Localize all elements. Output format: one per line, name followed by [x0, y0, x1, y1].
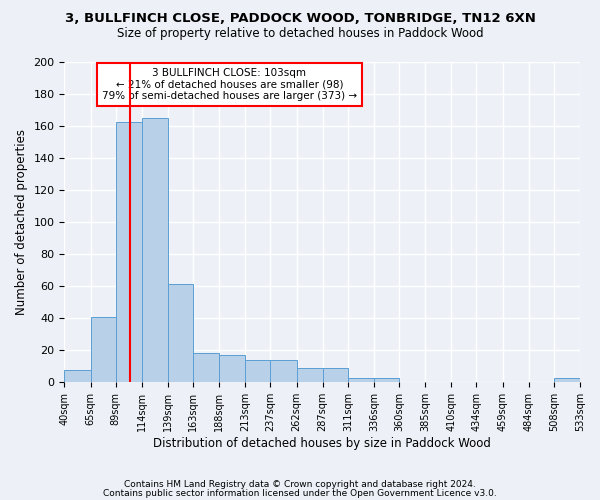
Bar	[116, 122, 142, 382]
Text: Contains HM Land Registry data © Crown copyright and database right 2024.: Contains HM Land Registry data © Crown c…	[124, 480, 476, 489]
Bar	[64, 370, 91, 382]
Bar	[348, 378, 374, 382]
Text: Contains public sector information licensed under the Open Government Licence v3: Contains public sector information licen…	[103, 488, 497, 498]
Bar	[374, 378, 399, 382]
Bar	[193, 354, 219, 382]
Text: Size of property relative to detached houses in Paddock Wood: Size of property relative to detached ho…	[116, 28, 484, 40]
Bar	[168, 284, 193, 382]
Bar	[142, 118, 168, 382]
Bar	[91, 316, 116, 382]
Bar	[323, 368, 348, 382]
X-axis label: Distribution of detached houses by size in Paddock Wood: Distribution of detached houses by size …	[153, 437, 491, 450]
Y-axis label: Number of detached properties: Number of detached properties	[15, 129, 28, 315]
Bar	[271, 360, 296, 382]
Bar	[296, 368, 323, 382]
Bar	[219, 355, 245, 382]
Bar	[245, 360, 271, 382]
Text: 3, BULLFINCH CLOSE, PADDOCK WOOD, TONBRIDGE, TN12 6XN: 3, BULLFINCH CLOSE, PADDOCK WOOD, TONBRI…	[65, 12, 535, 26]
Bar	[554, 378, 580, 382]
Text: 3 BULLFINCH CLOSE: 103sqm
← 21% of detached houses are smaller (98)
79% of semi-: 3 BULLFINCH CLOSE: 103sqm ← 21% of detac…	[102, 68, 357, 101]
